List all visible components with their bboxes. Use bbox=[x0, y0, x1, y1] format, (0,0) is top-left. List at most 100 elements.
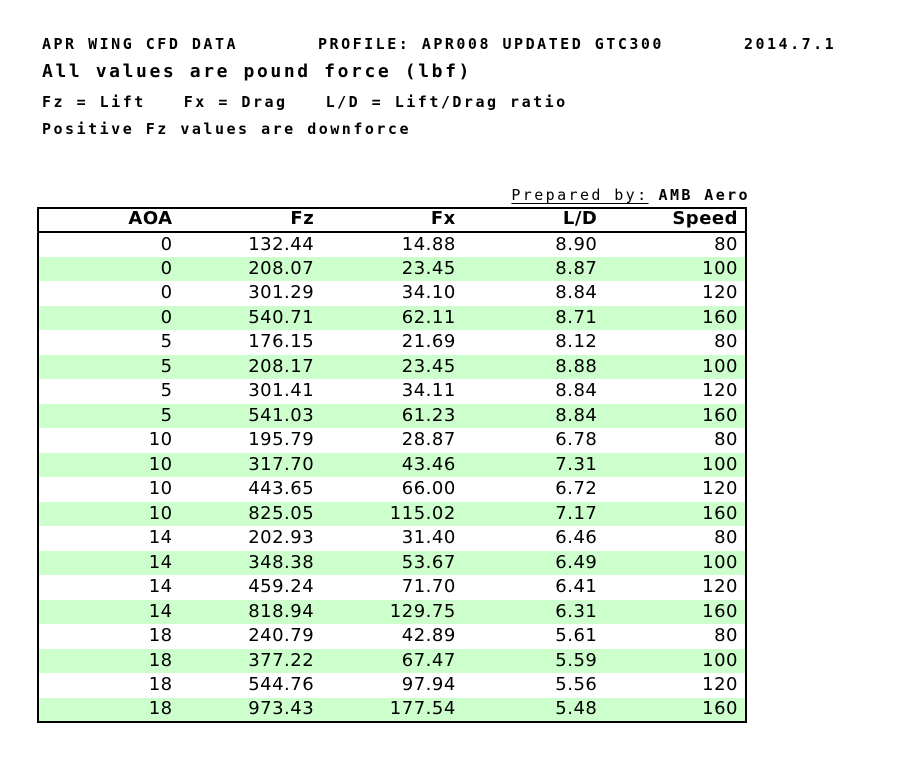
cell-fz: 195.79 bbox=[248, 429, 315, 451]
cell-fz: 176.15 bbox=[248, 331, 315, 353]
column-header-aoa: AOA bbox=[38, 208, 180, 233]
cell-fx: 34.11 bbox=[401, 380, 456, 402]
cell-fx: 61.23 bbox=[401, 404, 456, 426]
legend-line: Fz = Lift Fx = Drag L/D = Lift/Drag rati… bbox=[42, 93, 836, 111]
table-row: 10 317.70 43.46 7.31 100 bbox=[38, 452, 746, 477]
column-header-fz: Fz bbox=[179, 208, 322, 233]
cell-aoa: 5 bbox=[160, 380, 173, 402]
cell-aoa: 14 bbox=[148, 527, 173, 549]
table-row: 18 973.43 177.54 5.48 160 bbox=[38, 697, 746, 722]
table-row: 5 208.17 23.45 8.88 100 bbox=[38, 354, 746, 379]
downforce-note: Positive Fz values are downforce bbox=[42, 120, 411, 138]
table-row: 14 202.93 31.40 6.46 80 bbox=[38, 526, 746, 551]
cell-aoa: 18 bbox=[148, 649, 173, 671]
cell-fz: 377.22 bbox=[248, 649, 315, 671]
cell-aoa: 5 bbox=[160, 404, 173, 426]
cell-ld: 6.41 bbox=[555, 576, 598, 598]
legend-fz: Fz = Lift bbox=[42, 93, 146, 111]
cell-aoa: 18 bbox=[148, 674, 173, 696]
cell-fx: 97.94 bbox=[401, 674, 456, 696]
report-profile: PROFILE: APR008 UPDATED GTC300 bbox=[318, 35, 664, 53]
cell-fx: 23.45 bbox=[401, 257, 456, 279]
cell-fz: 317.70 bbox=[248, 453, 315, 475]
cell-speed: 160 bbox=[702, 600, 738, 622]
cell-speed: 80 bbox=[714, 233, 738, 255]
cell-fz: 540.71 bbox=[248, 306, 315, 328]
table-row: 5 301.41 34.11 8.84 120 bbox=[38, 379, 746, 404]
cell-ld: 6.72 bbox=[555, 478, 598, 500]
cell-fz: 818.94 bbox=[248, 600, 315, 622]
table-row: 14 348.38 53.67 6.49 100 bbox=[38, 550, 746, 575]
cell-speed: 100 bbox=[702, 551, 738, 573]
cell-fz: 301.41 bbox=[248, 380, 315, 402]
cell-fz: 825.05 bbox=[248, 502, 315, 524]
cell-aoa: 14 bbox=[148, 600, 173, 622]
legend-fx: Fx = Drag bbox=[183, 93, 288, 111]
cell-speed: 120 bbox=[702, 576, 738, 598]
prepared-by-label: Prepared by: bbox=[511, 186, 649, 204]
cell-ld: 8.12 bbox=[555, 331, 598, 353]
cell-speed: 80 bbox=[714, 331, 738, 353]
table-row: 18 377.22 67.47 5.59 100 bbox=[38, 648, 746, 673]
cell-aoa: 0 bbox=[160, 282, 173, 304]
table-header: AOA Fz Fx L/D Speed bbox=[38, 208, 746, 233]
cell-speed: 160 bbox=[702, 306, 738, 328]
report-title: APR WING CFD DATA bbox=[42, 35, 239, 53]
report-date: 2014.7.1 bbox=[743, 35, 837, 53]
cell-aoa: 0 bbox=[160, 233, 173, 255]
units-subtitle: All values are pound force (lbf) bbox=[42, 61, 472, 82]
cell-aoa: 18 bbox=[148, 625, 173, 647]
cell-aoa: 10 bbox=[148, 478, 173, 500]
cell-ld: 7.31 bbox=[555, 453, 598, 475]
cell-aoa: 18 bbox=[148, 698, 173, 720]
cell-fx: 62.11 bbox=[401, 306, 456, 328]
cell-fx: 66.00 bbox=[401, 478, 456, 500]
cell-fz: 973.43 bbox=[248, 698, 315, 720]
cfd-data-table: AOA Fz Fx L/D Speed 0 132.44 14.88 8.90 80 0 2… bbox=[37, 207, 747, 723]
cell-ld: 8.84 bbox=[555, 282, 598, 304]
prepared-by-line: Prepared by: AMB Aero bbox=[511, 186, 750, 204]
cell-ld: 5.61 bbox=[555, 625, 598, 647]
cell-speed: 120 bbox=[702, 380, 738, 402]
report-header: APR WING CFD DATA PROFILE: APR008 UPDATE… bbox=[42, 35, 836, 138]
cell-ld: 5.56 bbox=[555, 674, 598, 696]
cell-ld: 6.46 bbox=[555, 527, 598, 549]
table-row: 18 544.76 97.94 5.56 120 bbox=[38, 673, 746, 698]
column-header-ld: L/D bbox=[462, 208, 605, 233]
cell-ld: 5.48 bbox=[555, 698, 598, 720]
cell-fx: 67.47 bbox=[401, 649, 456, 671]
cell-speed: 80 bbox=[714, 625, 738, 647]
cell-fx: 43.46 bbox=[401, 453, 456, 475]
report-title-line: APR WING CFD DATA PROFILE: APR008 UPDATE… bbox=[42, 35, 836, 53]
cell-speed: 120 bbox=[702, 674, 738, 696]
cell-fz: 348.38 bbox=[248, 551, 315, 573]
cell-fx: 21.69 bbox=[401, 331, 456, 353]
cell-fz: 301.29 bbox=[248, 282, 315, 304]
table-row: 0 540.71 62.11 8.71 160 bbox=[38, 305, 746, 330]
cell-aoa: 10 bbox=[148, 429, 173, 451]
cell-fx: 71.70 bbox=[401, 576, 456, 598]
cell-fx: 28.87 bbox=[401, 429, 456, 451]
cell-fx: 42.89 bbox=[401, 625, 456, 647]
cell-ld: 8.87 bbox=[555, 257, 598, 279]
cell-aoa: 14 bbox=[148, 551, 173, 573]
cell-fz: 208.17 bbox=[248, 355, 315, 377]
table-row: 18 240.79 42.89 5.61 80 bbox=[38, 624, 746, 649]
cell-speed: 100 bbox=[702, 355, 738, 377]
cell-speed: 100 bbox=[702, 453, 738, 475]
cell-speed: 160 bbox=[702, 404, 738, 426]
cell-fx: 31.40 bbox=[401, 527, 456, 549]
table-row: 10 825.05 115.02 7.17 160 bbox=[38, 501, 746, 526]
legend-ld: L/D = Lift/Drag ratio bbox=[325, 93, 568, 111]
cell-ld: 8.84 bbox=[555, 404, 598, 426]
cell-ld: 7.17 bbox=[555, 502, 598, 524]
cell-speed: 120 bbox=[702, 478, 738, 500]
cell-aoa: 10 bbox=[148, 502, 173, 524]
cell-speed: 160 bbox=[702, 698, 738, 720]
cell-speed: 100 bbox=[702, 257, 738, 279]
cell-fx: 115.02 bbox=[389, 502, 456, 524]
cell-fx: 23.45 bbox=[401, 355, 456, 377]
table-row: 0 132.44 14.88 8.90 80 bbox=[38, 232, 746, 257]
cell-fz: 544.76 bbox=[248, 674, 315, 696]
cell-aoa: 5 bbox=[160, 331, 173, 353]
